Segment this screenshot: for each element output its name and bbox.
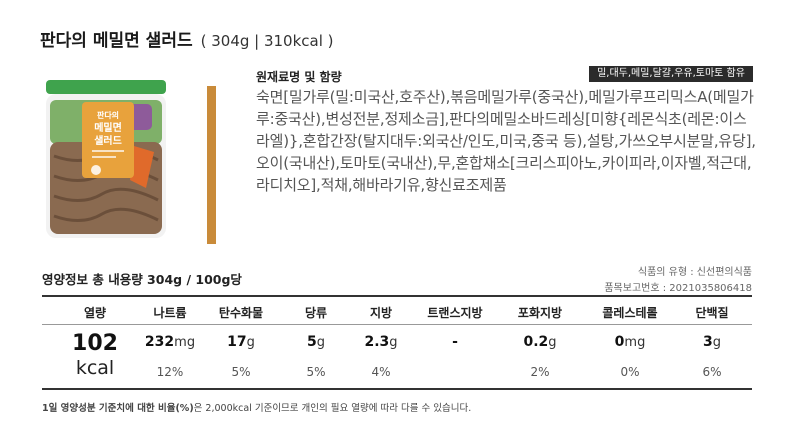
table-header-rule [42,324,752,325]
nutrient-percent: 2% [530,365,550,379]
nutrient-header: 콜레스테롤 [602,306,658,320]
label-line: 샐러드 [94,134,122,147]
kcal-header: 열량 [83,306,107,320]
nutrient-header: 지방 [369,306,393,320]
nutrient-amount: - [452,334,458,350]
nutrient-header: 포화지방 [517,306,563,320]
nutrient-percent: 5% [306,365,326,379]
nutrition-heading: 영양정보 총 내용량 304g / 100g당 [42,272,242,287]
nutrient-percent: 5% [231,365,251,379]
table-top-rule [42,295,752,297]
product-spec: ( 304g | 310kcal ) [200,32,334,50]
nutrient-amount: 232mg [144,334,196,350]
label-line: 메밀면 [94,121,122,134]
nutrient-amount: 5g [306,334,325,350]
nutrient-percent: 12% [156,365,184,379]
nutrient-header: 당류 [304,306,328,320]
nutrient-header: 탄수화물 [218,306,264,320]
page-title: 판다의 메밀면 샐러드 ( 304g | 310kcal ) [40,26,334,51]
daily-value-footnote: 1일 영양성분 기준치에 대한 비율(%)은 2,000kcal 기준이므로 개… [42,403,472,414]
nutrient-header: 단백질 [695,306,729,320]
allergen-badge: 밀,대두,메밀,달걀,우유,토마토 함유 [589,66,753,82]
ingredients-text: 숙면[밀가루(밀:미국산,호주산),볶음메밀가루(중국산),메밀가루프리믹스A(… [256,88,756,194]
nutrient-amount: 0mg [614,334,646,350]
nutrient-amount: 3g [702,334,721,350]
accent-bar [207,86,216,244]
nutrient-amount: 2.3g [364,334,398,350]
nutrient-percent: 6% [702,365,722,379]
product-name: 판다의 메밀면 샐러드 [40,31,193,51]
nutrient-header: 트랜스지방 [427,306,483,320]
nutrient-percent: 4% [371,365,391,379]
kcal-value: 102 [72,331,118,356]
label-line: 판다의 [97,110,119,120]
nutrient-header: 나트륨 [153,306,187,320]
nutrient-percent: 0% [620,365,640,379]
nutrient-amount: 0.2g [523,334,557,350]
table-bottom-rule [42,388,752,390]
food-type: 식품의 유형 : 신선편의식품 [637,267,752,278]
kcal-unit: kcal [75,357,115,379]
ingredients-heading: 원재료명 및 함량 [256,70,342,84]
product-image: 판다의 메밀면 샐러드 [42,76,170,242]
nutrient-amount: 17g [227,334,255,350]
report-number: 품목보고번호 : 2021035806418 [604,283,752,294]
